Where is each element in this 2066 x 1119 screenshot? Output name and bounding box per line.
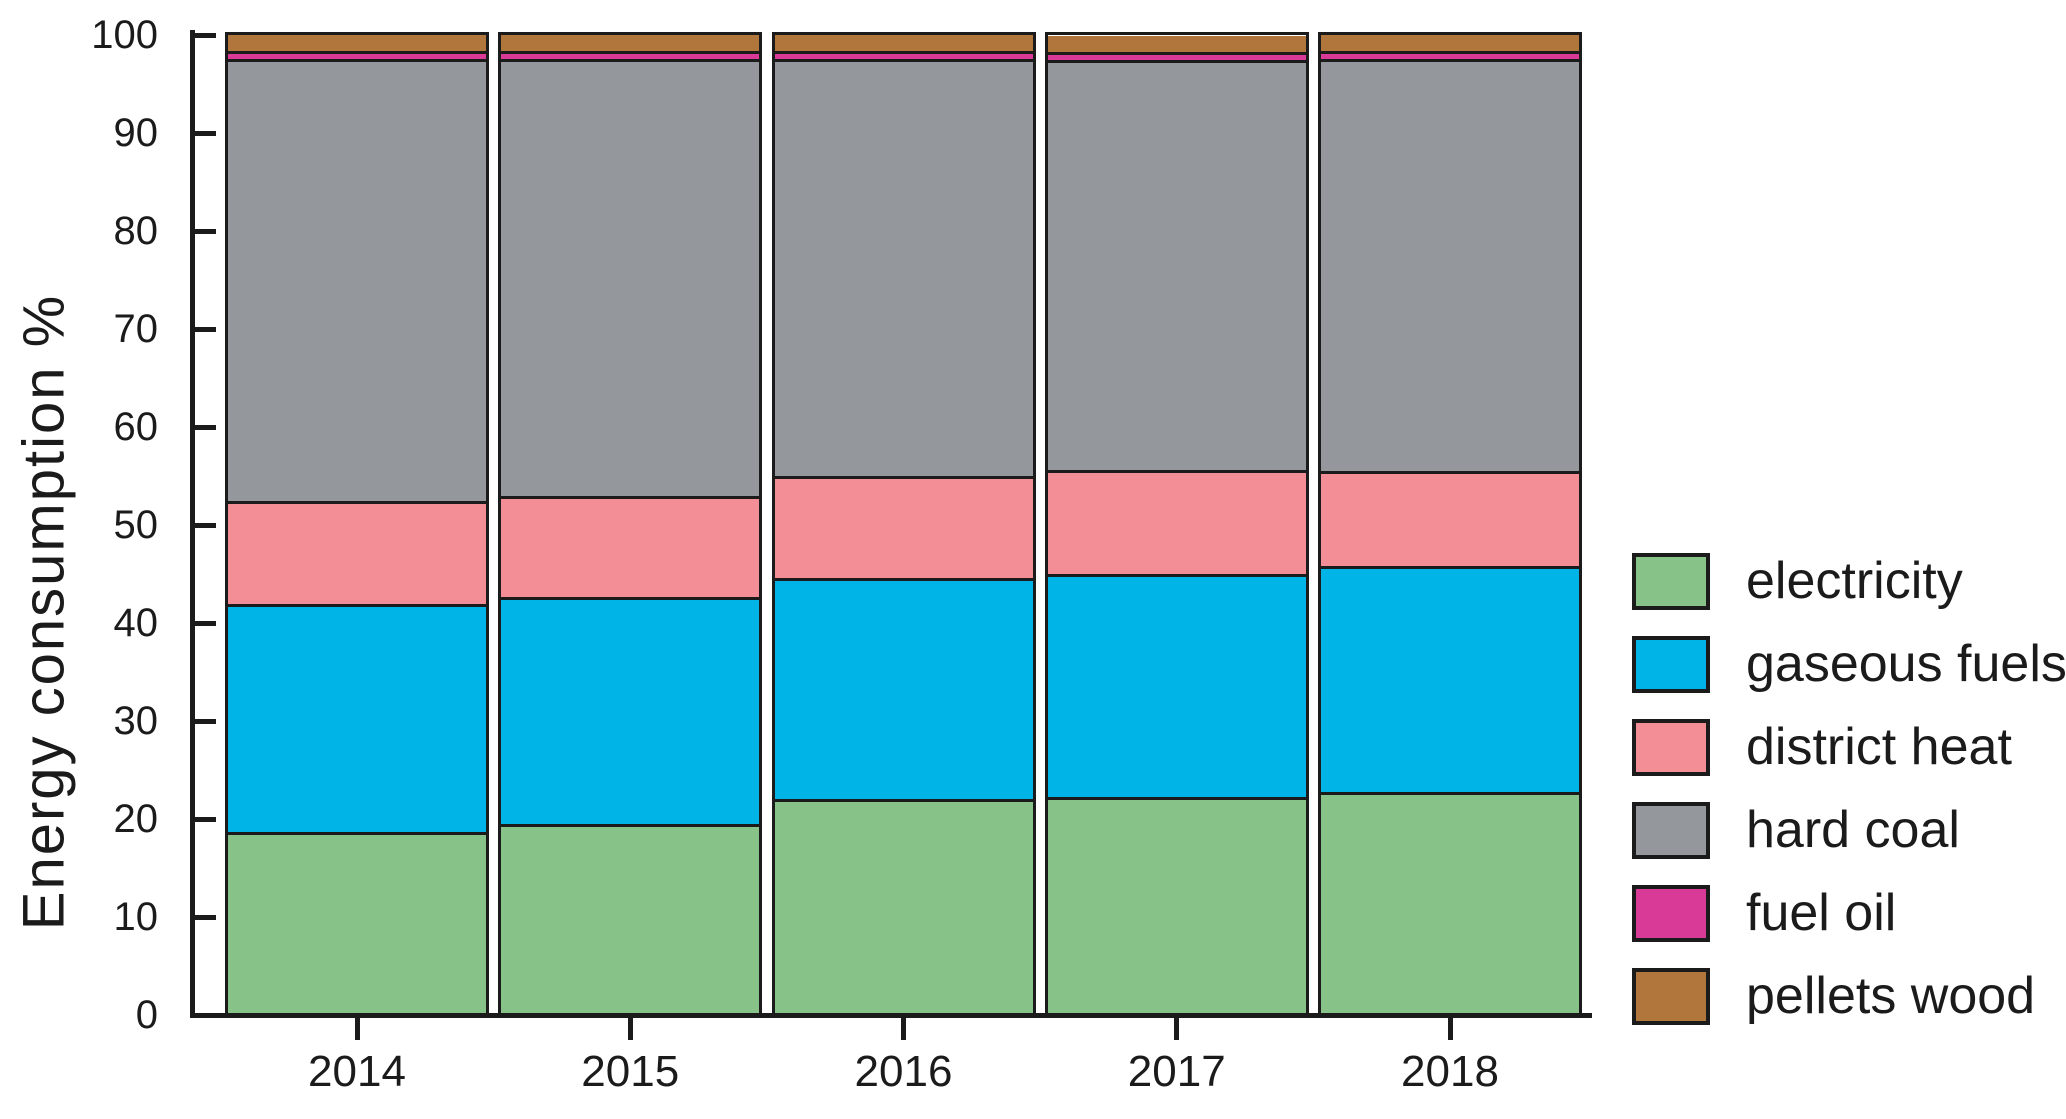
bar-2016-segment-district-heat [774, 479, 1033, 581]
y-tick-10 [193, 914, 216, 920]
bar-2016-segment-pellets-wood [774, 35, 1033, 54]
legend-swatch-district-heat [1632, 719, 1710, 776]
y-tick-70 [193, 326, 216, 332]
y-tick-label-20: 20 [113, 797, 159, 841]
bar-2014 [225, 32, 489, 1016]
bar-2018-segment-district-heat [1321, 474, 1579, 569]
bar-2015-segment-district-heat [501, 499, 760, 600]
bar-2014-segment-fuel-oil [228, 54, 486, 62]
legend-swatch-pellets-wood [1632, 968, 1710, 1025]
bar-2015-segment-fuel-oil [501, 54, 760, 62]
x-tick-2014 [354, 1016, 360, 1040]
x-tick-2017 [1174, 1016, 1180, 1040]
y-tick-label-90: 90 [113, 111, 159, 155]
legend-label-pellets-wood: pellets wood [1746, 967, 2036, 1025]
bar-2017-segment-pellets-wood [1047, 36, 1306, 55]
y-tick-label-60: 60 [113, 405, 159, 449]
bar-2016-segment-electricity [774, 802, 1033, 1013]
legend-swatch-fuel-oil [1632, 885, 1710, 942]
y-axis-line [190, 30, 195, 1018]
bar-2018-segment-pellets-wood [1321, 35, 1579, 54]
bar-2018-segment-gaseous-fuels [1321, 569, 1579, 795]
bar-2017-segment-electricity [1047, 800, 1306, 1013]
bar-2015-segment-hard-coal [501, 62, 760, 499]
x-tick-label-2018: 2018 [1401, 1047, 1499, 1096]
y-tick-label-70: 70 [113, 307, 159, 351]
x-tick-2016 [901, 1016, 906, 1040]
bar-2014-segment-electricity [228, 835, 486, 1013]
legend-row-district-heat: district heat [1632, 719, 2066, 776]
y-tick-40 [193, 620, 216, 626]
y-tick-label-50: 50 [113, 503, 159, 547]
legend-label-district-heat: district heat [1746, 718, 2012, 776]
bar-2018-segment-fuel-oil [1321, 54, 1579, 62]
y-tick-label-30: 30 [113, 699, 159, 743]
y-tick-80 [193, 228, 216, 234]
legend-label-electricity: electricity [1746, 552, 1963, 610]
bar-2014-segment-hard-coal [228, 62, 486, 504]
legend-row-gaseous-fuels: gaseous fuels [1632, 636, 2066, 693]
legend-label-hard-coal: hard coal [1746, 801, 1960, 859]
bar-2017 [1044, 32, 1309, 1016]
legend-swatch-electricity [1632, 553, 1710, 610]
y-tick-100 [193, 32, 216, 38]
legend-row-hard-coal: hard coal [1632, 802, 2066, 859]
y-tick-90 [193, 130, 216, 136]
legend: electricity gaseous fuels district heat har… [1632, 553, 2066, 1051]
x-tick-label-2017: 2017 [1127, 1047, 1226, 1096]
y-tick-30 [193, 718, 216, 724]
legend-row-fuel-oil: fuel oil [1632, 885, 2066, 942]
y-tick-label-0: 0 [135, 993, 158, 1037]
bar-2015-segment-pellets-wood [501, 35, 760, 54]
bar-2014-segment-gaseous-fuels [228, 607, 486, 835]
x-tick-2018 [1447, 1016, 1453, 1040]
legend-label-fuel-oil: fuel oil [1746, 884, 1897, 942]
y-tick-label-40: 40 [113, 601, 159, 645]
bar-2018 [1318, 32, 1582, 1016]
bar-2014-segment-pellets-wood [228, 35, 486, 54]
legend-swatch-hard-coal [1632, 802, 1710, 859]
legend-swatch-gaseous-fuels [1632, 636, 1710, 693]
y-tick-label-10: 10 [113, 895, 159, 939]
legend-label-gaseous-fuels: gaseous fuels [1746, 635, 2066, 693]
bar-2017-segment-district-heat [1047, 473, 1306, 577]
bar-2016-segment-gaseous-fuels [774, 581, 1033, 802]
x-tick-2015 [627, 1016, 633, 1040]
bar-2015 [498, 32, 763, 1016]
bar-2014-segment-district-heat [228, 504, 486, 607]
bar-2016-segment-hard-coal [774, 62, 1033, 479]
bar-2018-segment-hard-coal [1321, 62, 1579, 474]
bar-2017-segment-gaseous-fuels [1047, 577, 1306, 800]
y-tick-label-100: 100 [91, 13, 158, 57]
bar-2017-segment-fuel-oil [1047, 55, 1306, 63]
bar-2018-segment-electricity [1321, 795, 1579, 1013]
x-tick-label-2016: 2016 [854, 1047, 953, 1096]
bar-2016 [771, 32, 1036, 1016]
bar-2017-segment-hard-coal [1047, 63, 1306, 473]
x-tick-label-2015: 2015 [581, 1047, 680, 1096]
y-tick-20 [193, 816, 216, 822]
bar-2015-segment-electricity [501, 827, 760, 1013]
legend-row-pellets-wood: pellets wood [1632, 968, 2066, 1025]
bar-2016-segment-fuel-oil [774, 54, 1033, 62]
y-tick-label-80: 80 [113, 209, 159, 253]
x-tick-label-2014: 2014 [308, 1047, 406, 1096]
bar-2015-segment-gaseous-fuels [501, 600, 760, 827]
y-tick-0 [193, 1012, 216, 1018]
y-tick-60 [193, 424, 216, 430]
legend-row-electricity: electricity [1632, 553, 2066, 610]
y-tick-50 [193, 522, 216, 528]
